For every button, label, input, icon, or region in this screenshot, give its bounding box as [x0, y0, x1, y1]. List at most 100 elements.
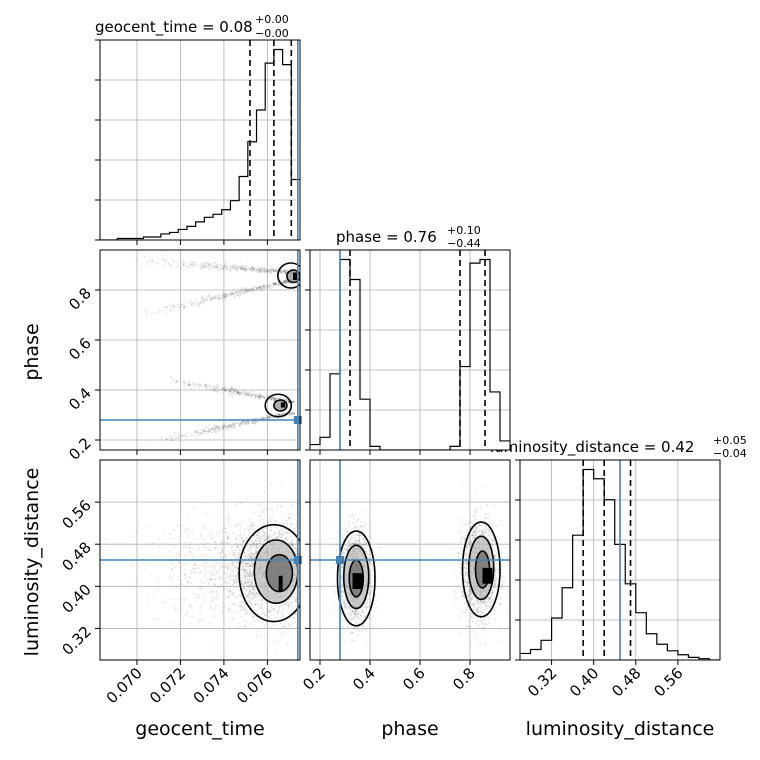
scatter-point	[302, 548, 304, 550]
scatter-point	[263, 267, 266, 269]
scatter-point	[173, 305, 176, 307]
scatter-point	[226, 267, 228, 270]
scatter-point	[165, 306, 168, 308]
scatter-point	[272, 624, 274, 627]
scatter-point	[262, 538, 265, 540]
scatter-point	[258, 270, 261, 273]
scatter-point	[218, 426, 220, 429]
scatter-point	[292, 542, 294, 545]
scatter-point	[183, 305, 185, 308]
scatter-point	[259, 546, 262, 548]
scatter-point	[260, 284, 263, 287]
scatter-point	[281, 413, 284, 416]
scatter-point	[226, 589, 228, 592]
scatter-point	[269, 526, 272, 528]
scatter-point	[239, 392, 242, 394]
scatter-point	[240, 580, 243, 583]
scatter-point	[142, 562, 145, 564]
scatter-point	[254, 397, 256, 400]
scatter-point	[215, 426, 218, 428]
scatter-point	[223, 393, 225, 395]
scatter-point	[220, 583, 223, 586]
scatter-point	[244, 581, 246, 584]
scatter-point	[226, 386, 228, 389]
scatter-point	[255, 417, 257, 420]
scatter-point	[275, 507, 278, 510]
scatter-point	[218, 298, 221, 301]
scatter-point	[301, 611, 303, 613]
scatter-point	[293, 528, 296, 531]
scatter-point	[156, 555, 159, 558]
scatter-point	[182, 262, 185, 265]
scatter-point	[254, 393, 257, 396]
title-phase-sub: −0.44	[447, 237, 481, 250]
scatter-point	[259, 286, 262, 288]
scatter-point	[191, 302, 193, 304]
scatter-point	[255, 550, 258, 553]
scatter-point	[290, 411, 293, 414]
scatter-point	[207, 385, 209, 388]
scatter-point	[171, 560, 174, 563]
scatter-point	[252, 287, 255, 290]
scatter-point	[295, 523, 298, 526]
scatter-point	[241, 520, 244, 522]
scatter-point	[190, 387, 193, 390]
scatter-point	[209, 430, 211, 432]
scatter-point	[178, 561, 181, 563]
scatter-point	[250, 574, 253, 576]
scatter-point	[228, 389, 231, 391]
scatter-point	[210, 389, 212, 391]
scatter-point	[208, 266, 211, 269]
scatter-point	[230, 485, 232, 487]
scatter-point	[250, 596, 252, 598]
scatter-point	[170, 570, 173, 572]
scatter-point	[285, 269, 288, 272]
scatter-point	[224, 264, 227, 266]
scatter-point	[207, 548, 210, 551]
scatter-point	[301, 601, 303, 603]
scatter-point	[199, 533, 202, 536]
scatter-point	[230, 291, 233, 293]
scatter-point	[308, 541, 310, 543]
scatter-point	[204, 265, 206, 268]
scatter-point	[302, 601, 304, 603]
scatter-point	[257, 393, 260, 396]
scatter-point	[239, 595, 242, 598]
scatter-point	[229, 425, 232, 428]
scatter-point	[213, 614, 216, 617]
scatter-point	[245, 596, 247, 599]
scatter-point	[293, 597, 296, 600]
scatter-point	[226, 265, 229, 268]
scatter-point	[238, 391, 241, 394]
scatter-point	[240, 501, 243, 504]
scatter-point	[219, 427, 222, 430]
scatter-point	[219, 551, 222, 554]
scatter-point	[292, 412, 295, 415]
scatter-point	[172, 528, 175, 531]
scatter-point	[285, 272, 288, 274]
scatter-point	[307, 557, 309, 559]
scatter-point	[191, 532, 194, 535]
scatter-point	[188, 383, 191, 386]
scatter-point	[246, 527, 249, 529]
scatter-point	[288, 629, 291, 631]
scatter-point	[262, 395, 265, 397]
scatter-point	[264, 612, 267, 614]
scatter-point	[253, 624, 256, 627]
scatter-point	[247, 420, 250, 423]
scatter-point	[263, 285, 265, 287]
scatter-point	[269, 287, 272, 290]
scatter-point	[236, 581, 238, 584]
panel-border	[99, 39, 301, 241]
scatter-point	[233, 389, 236, 392]
scatter-point	[190, 632, 193, 635]
scatter-point	[213, 389, 216, 392]
scatter-point	[288, 624, 291, 627]
scatter-point	[253, 422, 256, 425]
scatter-point	[240, 293, 243, 295]
scatter-point	[273, 283, 276, 286]
scatter-point	[234, 549, 237, 552]
scatter-point	[227, 595, 230, 598]
scatter-point	[278, 534, 281, 536]
scatter-point	[286, 522, 288, 525]
